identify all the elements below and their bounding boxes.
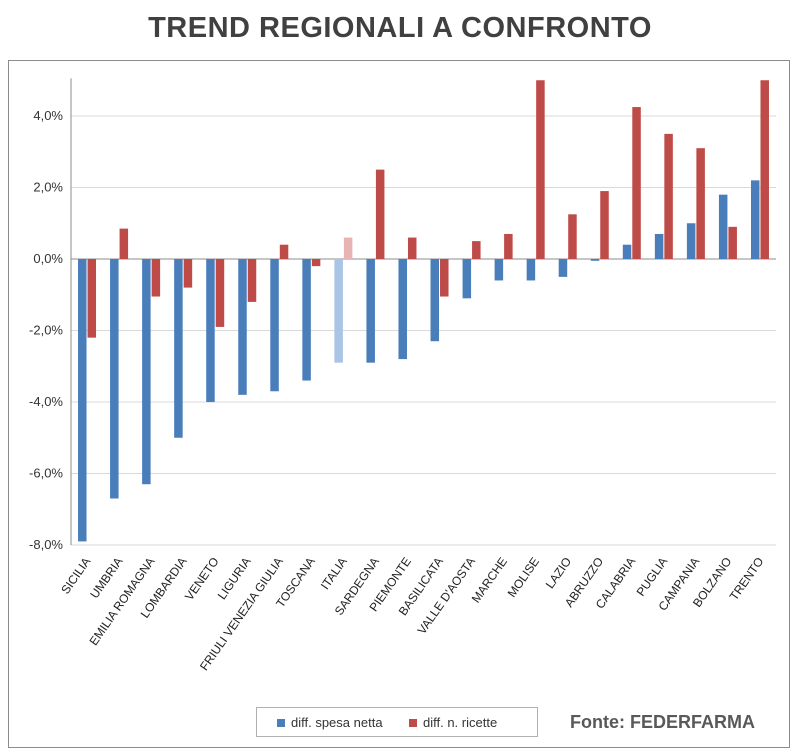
bar-ricette [600, 191, 609, 259]
bar-ricette [119, 228, 129, 259]
bar-ricette [664, 133, 673, 259]
y-tick-label: -2,0% [29, 323, 63, 338]
bar-ricette [183, 259, 193, 288]
bar-ricette [151, 259, 161, 297]
chart-title: TREND REGIONALI A CONFRONTO [148, 12, 652, 44]
y-tick-label: -8,0% [29, 537, 63, 552]
y-tick-label: 4,0% [33, 108, 63, 123]
legend-swatch-spesa [277, 719, 285, 727]
bar-ricette [568, 214, 577, 259]
y-tick-label: 0,0% [33, 251, 63, 266]
bar-spesa [558, 259, 568, 277]
bar-spesa [718, 194, 728, 259]
bar-spesa [142, 259, 151, 485]
bar-spesa [78, 259, 87, 542]
bar-spesa [302, 259, 311, 381]
bar-spesa [398, 259, 407, 360]
bar-spesa [238, 259, 247, 395]
legend: diff. spesa netta diff. n. ricette [256, 707, 538, 737]
bar-spesa [494, 259, 504, 281]
legend-item-ricette: diff. n. ricette [409, 715, 497, 731]
bar-spesa [174, 259, 183, 438]
y-tick-label: -4,0% [29, 394, 63, 409]
bar-spesa [686, 223, 696, 259]
y-tick-label: -6,0% [29, 466, 63, 481]
bar-ricette [504, 233, 513, 259]
bar-spesa [462, 259, 472, 299]
x-tick-label: ITALIA [318, 555, 350, 592]
bar-ricette [215, 259, 225, 327]
bar-ricette [728, 226, 737, 259]
bar-ricette [375, 169, 385, 259]
bar-spesa [750, 180, 760, 259]
bar-ricette [343, 237, 353, 259]
bar-ricette [311, 259, 321, 267]
legend-swatch-ricette [409, 719, 417, 727]
x-tick-label: MOLISE [505, 555, 542, 600]
bar-ricette [87, 259, 97, 338]
bar-spesa [622, 244, 632, 259]
chart-area: -8,0% -6,0% -4,0% -2,0% 0,0% 2,0% 4,0% SICILIA U… [8, 60, 790, 748]
bar-ricette [696, 148, 705, 259]
bar-ricette [279, 244, 289, 259]
legend-label-spesa: diff. spesa netta [291, 715, 383, 730]
legend-item-spesa: diff. spesa netta [277, 715, 383, 731]
bar-ricette [536, 80, 545, 259]
bar-ricette [632, 107, 641, 259]
bar-ricette [407, 237, 417, 259]
bar-spesa [270, 259, 279, 392]
bar-chart: -8,0%-6,0%-4,0%-2,0%0,0%2,0%4,0%SICILIAU… [29, 78, 776, 673]
bar-ricette [760, 80, 769, 259]
source-label: Fonte: FEDERFARMA [570, 712, 755, 732]
bar-spesa [590, 259, 600, 261]
bar-ricette [440, 259, 449, 297]
bar-spesa [526, 259, 536, 281]
bar-spesa [654, 233, 664, 259]
x-tick-label: VALLE D'AOSTA [415, 555, 478, 637]
bar-spesa [334, 259, 343, 363]
bar-spesa [430, 259, 440, 342]
x-tick-label: LAZIO [543, 555, 574, 591]
legend-label-ricette: diff. n. ricette [423, 715, 498, 730]
bar-spesa [366, 259, 375, 363]
bar-ricette [472, 241, 481, 259]
bar-ricette [247, 259, 257, 302]
y-tick-label: 2,0% [33, 180, 63, 195]
bar-spesa [206, 259, 215, 402]
bar-spesa [110, 259, 119, 499]
